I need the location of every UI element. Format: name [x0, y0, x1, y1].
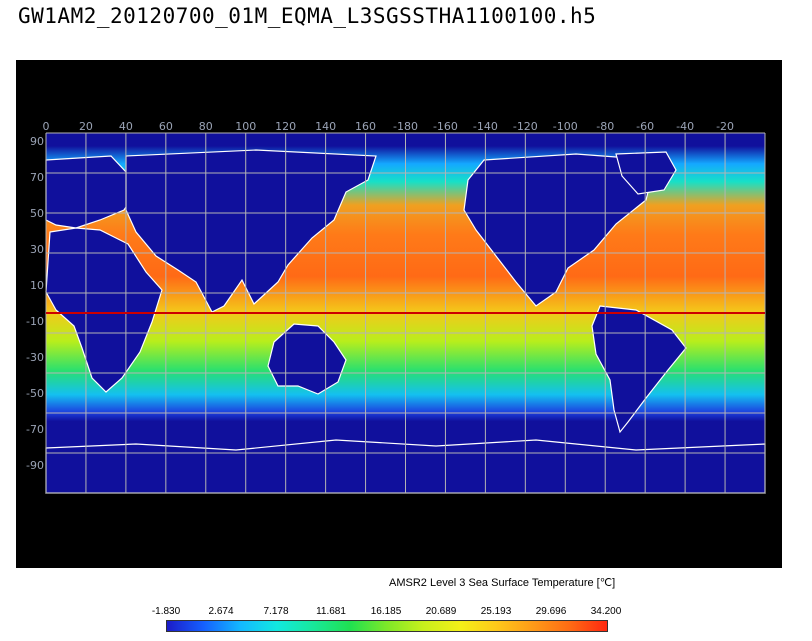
longitude-tick-label: -80	[596, 120, 614, 133]
land-europe	[45, 155, 137, 229]
colorbar-tick-label: -1.830	[151, 606, 181, 617]
longitude-tick-label: 20	[79, 120, 93, 133]
longitude-tick-label: -140	[473, 120, 498, 133]
latitude-tick-label: 70	[30, 171, 44, 184]
latitude-tick-label: 50	[30, 207, 44, 220]
longitude-tick-label: -40	[676, 120, 694, 133]
longitude-tick-label: -120	[513, 120, 538, 133]
latitude-tick-label: -30	[26, 351, 44, 364]
latitude-tick-label: 30	[30, 243, 44, 256]
colorbar-tick-labels: -1.830 2.674 7.178 11.681 16.185 20.689 25.193…	[148, 606, 628, 620]
longitude-tick-label: -20	[716, 120, 734, 133]
latitude-tick-label: 90	[30, 135, 44, 148]
sst-map: 0 20 40 60 80 100 120 140 160 -180 -160 -140 -120 -10…	[26, 120, 766, 494]
latitude-tick-label: 10	[30, 279, 44, 292]
colorbar-tick-label: 25.193	[480, 606, 512, 617]
map-panel: 0 20 40 60 80 100 120 140 160 -180 -160 -140 -120 -10…	[16, 60, 782, 568]
longitude-tick-label: 140	[315, 120, 336, 133]
longitude-tick-label: 60	[159, 120, 173, 133]
longitude-tick-label: -180	[393, 120, 418, 133]
colorbar-tick-label: 11.681	[316, 606, 346, 617]
latitude-tick-label: -70	[26, 423, 44, 436]
longitude-tick-labels: 0 20 40 60 80 100 120 140 160 -180 -160 -140 -120 -10…	[43, 120, 735, 133]
latitude-tick-labels: 90 70 50 30 10 -10 -30 -50 -70 -90	[26, 135, 44, 472]
longitude-tick-label: 160	[355, 120, 376, 133]
colorbar-tick-label: 20.689	[425, 606, 457, 617]
land-south-america	[591, 305, 687, 434]
latitude-tick-label: -90	[26, 459, 44, 472]
colorbar-tick-label: 29.696	[535, 606, 567, 617]
colorbar-tick-label: 16.185	[370, 606, 402, 617]
colorbar	[166, 620, 608, 632]
land-masses	[45, 149, 766, 494]
colorbar-tick-label: 34.200	[590, 606, 622, 617]
longitude-tick-label: 80	[199, 120, 213, 133]
file-title: GW1AM2_20120700_01M_EQMA_L3SGSSTHA110010…	[18, 4, 597, 28]
longitude-tick-label: -60	[636, 120, 654, 133]
land-africa	[45, 227, 163, 393]
colorbar-tick-label: 2.674	[208, 606, 234, 617]
longitude-tick-label: 0	[43, 120, 50, 133]
land-australia	[267, 323, 347, 395]
longitude-tick-label: -100	[553, 120, 578, 133]
latitude-tick-label: -10	[26, 315, 44, 328]
longitude-tick-label: -160	[433, 120, 458, 133]
colorbar-tick-label: 7.178	[263, 606, 289, 617]
latitude-tick-label: -50	[26, 387, 44, 400]
colorbar-caption: AMSR2 Level 3 Sea Surface Temperature [℃…	[389, 577, 616, 589]
land-asia	[125, 149, 377, 313]
longitude-tick-label: 40	[119, 120, 133, 133]
longitude-tick-label: 100	[235, 120, 256, 133]
longitude-tick-label: 120	[275, 120, 296, 133]
